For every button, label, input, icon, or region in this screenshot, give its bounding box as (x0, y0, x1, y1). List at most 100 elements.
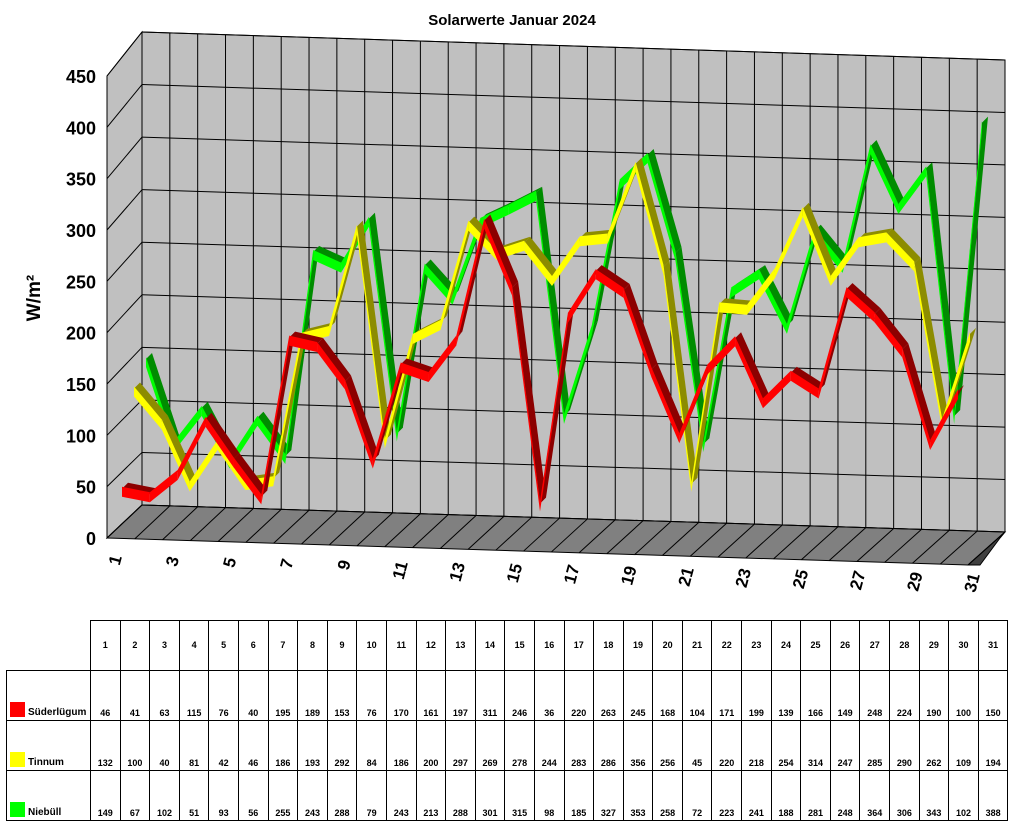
table-cell: 186 (267, 719, 299, 771)
ribbon-segment (508, 190, 537, 215)
ribbon-segment (926, 166, 955, 424)
table-cell: 81 (178, 719, 210, 771)
table-cell: 199 (741, 669, 772, 721)
ribbon-segment (536, 190, 564, 424)
table-cell: 76 (208, 669, 239, 721)
table-corner (6, 620, 91, 671)
ribbon-top (926, 162, 961, 416)
table-cell: 245 (622, 669, 654, 721)
ribbon-segment (802, 206, 831, 286)
ribbon-top (691, 298, 726, 484)
table-cell: 79 (356, 769, 387, 821)
ribbon-segment (790, 370, 819, 399)
table-cell: 315 (504, 769, 535, 821)
table-header-cell: 17 (563, 620, 595, 671)
chart-grid (106, 31, 1006, 566)
table-row-label: Niebüll (6, 769, 91, 821)
table-cell: 254 (770, 719, 802, 771)
x-tick-label: 3 (162, 554, 183, 568)
ribbon-top (512, 281, 546, 504)
table-header-cell: 14 (474, 620, 506, 671)
table-header-cell: 9 (326, 620, 358, 671)
table-cell: 195 (267, 669, 299, 721)
table-cell: 255 (267, 769, 299, 821)
y-tick-label: 400 (66, 118, 96, 138)
gridline-floor (912, 529, 950, 564)
y-tick-label: 350 (66, 170, 96, 190)
gridline-floor (217, 508, 254, 542)
ribbon-top (874, 308, 909, 350)
table-header-cell: 13 (445, 620, 476, 671)
table-cell: 166 (800, 669, 831, 721)
ribbon-top (663, 260, 698, 484)
gridline-floor (634, 521, 672, 555)
x-tick-label: 1 (105, 553, 126, 567)
table-cell: 170 (385, 669, 417, 721)
ribbon-segment (189, 439, 218, 492)
table-cell: 286 (593, 719, 624, 771)
ribbon-segment (786, 228, 815, 334)
ribbon-segment (329, 224, 357, 336)
table-cell: 278 (504, 719, 535, 771)
ribbon-top (954, 116, 988, 416)
legend-label: Tinnum (28, 756, 64, 768)
table-cell: 36 (533, 669, 565, 721)
ribbon-top (161, 415, 196, 484)
gridline-h (141, 31, 1006, 61)
gridline-h (141, 241, 1006, 271)
table-cell: 223 (711, 769, 743, 821)
ribbon-segment (261, 335, 290, 505)
y-tick-label: 300 (66, 221, 96, 241)
ribbon-segment (830, 237, 859, 286)
y-tick-label: 450 (66, 67, 96, 87)
table-cell: 288 (326, 769, 358, 821)
table-cell: 248 (829, 769, 861, 821)
y-tick-label: 250 (66, 272, 96, 292)
table-cell: 76 (356, 669, 387, 721)
ribbon-segment (858, 232, 887, 248)
table-cell: 139 (770, 669, 802, 721)
ribbon-segment (735, 336, 763, 409)
table-cell: 41 (119, 669, 151, 721)
legend-swatch (10, 701, 25, 717)
y-tick-label: 150 (66, 375, 96, 395)
x-tick-label: 31 (961, 571, 984, 594)
table-cell: 194 (977, 719, 1009, 771)
table-cell: 190 (918, 669, 950, 721)
ribbon-top (289, 331, 324, 345)
gridline-side (106, 346, 143, 385)
table-cell: 306 (889, 769, 920, 821)
table-cell: 56 (237, 769, 269, 821)
table-header-cell: 25 (800, 620, 831, 671)
table-cell: 153 (326, 669, 358, 721)
table-cell: 100 (119, 719, 151, 771)
table-cell: 388 (977, 769, 1009, 821)
table-header-cell: 20 (652, 620, 683, 671)
table-cell: 51 (178, 769, 210, 821)
ribbon-segment (663, 264, 692, 492)
ribbon-segment (762, 370, 791, 409)
gridline-floor (551, 518, 588, 553)
y-axis-label: W/m² (24, 275, 45, 321)
table-cell: 353 (622, 769, 654, 821)
ribbon-segment (456, 218, 485, 346)
table-cell: 102 (149, 769, 180, 821)
table-cell: 67 (119, 769, 151, 821)
gridline-side (106, 399, 143, 436)
ribbon-segment (233, 457, 262, 505)
x-tick-label: 13 (446, 560, 469, 583)
table-cell: 220 (711, 719, 743, 771)
ribbon-segment (173, 405, 202, 452)
table-cell: 262 (918, 719, 950, 771)
table-cell: 149 (829, 669, 861, 721)
ribbon-top (205, 412, 240, 460)
gridline-floor (578, 519, 616, 554)
gridline-floor (134, 505, 171, 540)
table-header-cell: 8 (297, 620, 328, 671)
table-cell: 343 (918, 769, 950, 821)
ribbon-segment (552, 236, 580, 286)
gridline-floor (245, 508, 282, 543)
ribbon-segment (161, 419, 190, 492)
table-header-cell: 21 (681, 620, 713, 671)
